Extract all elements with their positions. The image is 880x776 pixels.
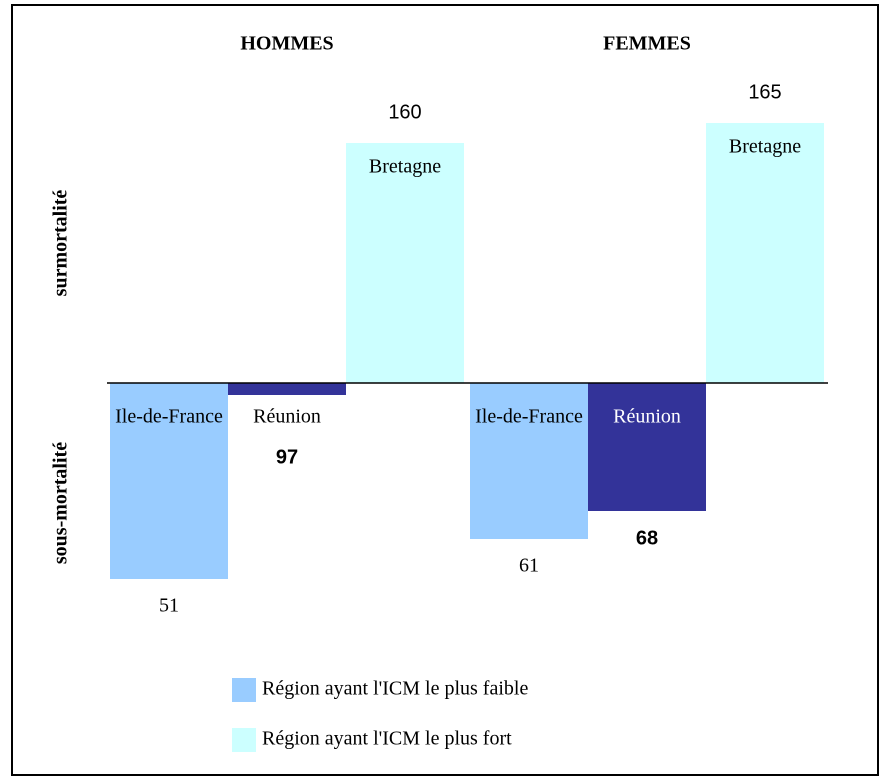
- value-label: 165: [748, 81, 781, 103]
- y-axis-label: surmortalité: [50, 190, 72, 297]
- group-label: HOMMES: [240, 33, 333, 55]
- legend-label: Région ayant l'ICM le plus fort: [262, 728, 512, 750]
- bar: [706, 123, 824, 383]
- bar-label: Ile-de-France: [475, 406, 583, 428]
- bar-label: Ile-de-France: [115, 406, 223, 428]
- bar: [346, 143, 464, 383]
- bar-label: Réunion: [253, 406, 321, 428]
- value-label: 61: [519, 555, 539, 577]
- value-label: 160: [388, 101, 421, 123]
- bar: [110, 383, 228, 579]
- value-label: 97: [276, 446, 298, 468]
- bar-label: Réunion: [613, 406, 681, 428]
- legend-label: Région ayant l'ICM le plus faible: [262, 678, 528, 700]
- legend-swatch: [232, 678, 256, 702]
- value-label: 68: [636, 527, 658, 549]
- value-label: 51: [159, 595, 179, 617]
- bar: [588, 383, 706, 511]
- bar: [470, 383, 588, 539]
- bar: [228, 383, 346, 395]
- bar-label: Bretagne: [729, 136, 801, 158]
- bar-label: Bretagne: [369, 156, 441, 178]
- y-axis-label: sous-mortalité: [50, 442, 72, 564]
- legend-swatch: [232, 728, 256, 752]
- group-label: FEMMES: [603, 33, 691, 55]
